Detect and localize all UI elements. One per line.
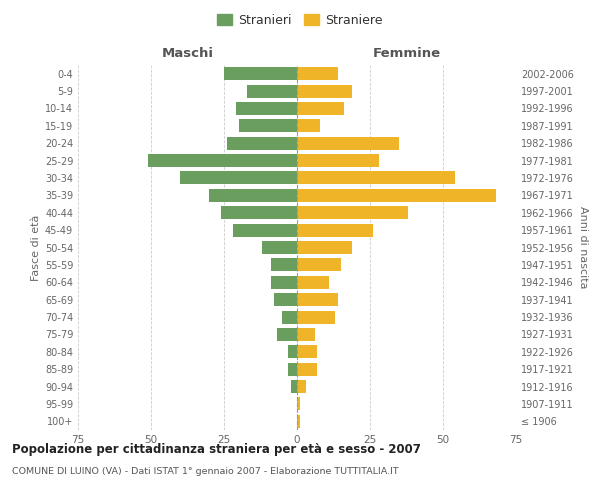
Bar [297,136,399,149]
Bar [224,67,297,80]
Y-axis label: Anni di nascita: Anni di nascita [578,206,588,289]
Bar [291,380,297,393]
Bar [297,120,320,132]
Bar [297,310,335,324]
Bar [209,189,297,202]
Bar [297,276,329,289]
Y-axis label: Fasce di età: Fasce di età [31,214,41,280]
Text: Maschi: Maschi [161,47,214,60]
Bar [274,293,297,306]
Bar [221,206,297,220]
Bar [297,258,341,272]
Bar [297,224,373,236]
Bar [297,84,352,98]
Bar [236,102,297,115]
Bar [297,102,344,115]
Bar [297,189,496,202]
Bar [297,362,317,376]
Text: COMUNE DI LUINO (VA) - Dati ISTAT 1° gennaio 2007 - Elaborazione TUTTITALIA.IT: COMUNE DI LUINO (VA) - Dati ISTAT 1° gen… [12,468,398,476]
Text: Femmine: Femmine [373,47,440,60]
Legend: Stranieri, Straniere: Stranieri, Straniere [212,8,388,32]
Bar [271,276,297,289]
Bar [233,224,297,236]
Bar [262,241,297,254]
Bar [148,154,297,167]
Bar [297,380,306,393]
Bar [297,241,352,254]
Bar [180,172,297,184]
Bar [297,328,314,341]
Bar [277,328,297,341]
Bar [271,258,297,272]
Bar [297,67,338,80]
Bar [239,120,297,132]
Bar [227,136,297,149]
Text: Popolazione per cittadinanza straniera per età e sesso - 2007: Popolazione per cittadinanza straniera p… [12,442,421,456]
Bar [297,398,300,410]
Bar [297,415,300,428]
Bar [297,154,379,167]
Bar [297,172,455,184]
Bar [247,84,297,98]
Bar [297,293,338,306]
Bar [288,362,297,376]
Bar [288,346,297,358]
Bar [297,346,317,358]
Bar [297,206,408,220]
Bar [283,310,297,324]
